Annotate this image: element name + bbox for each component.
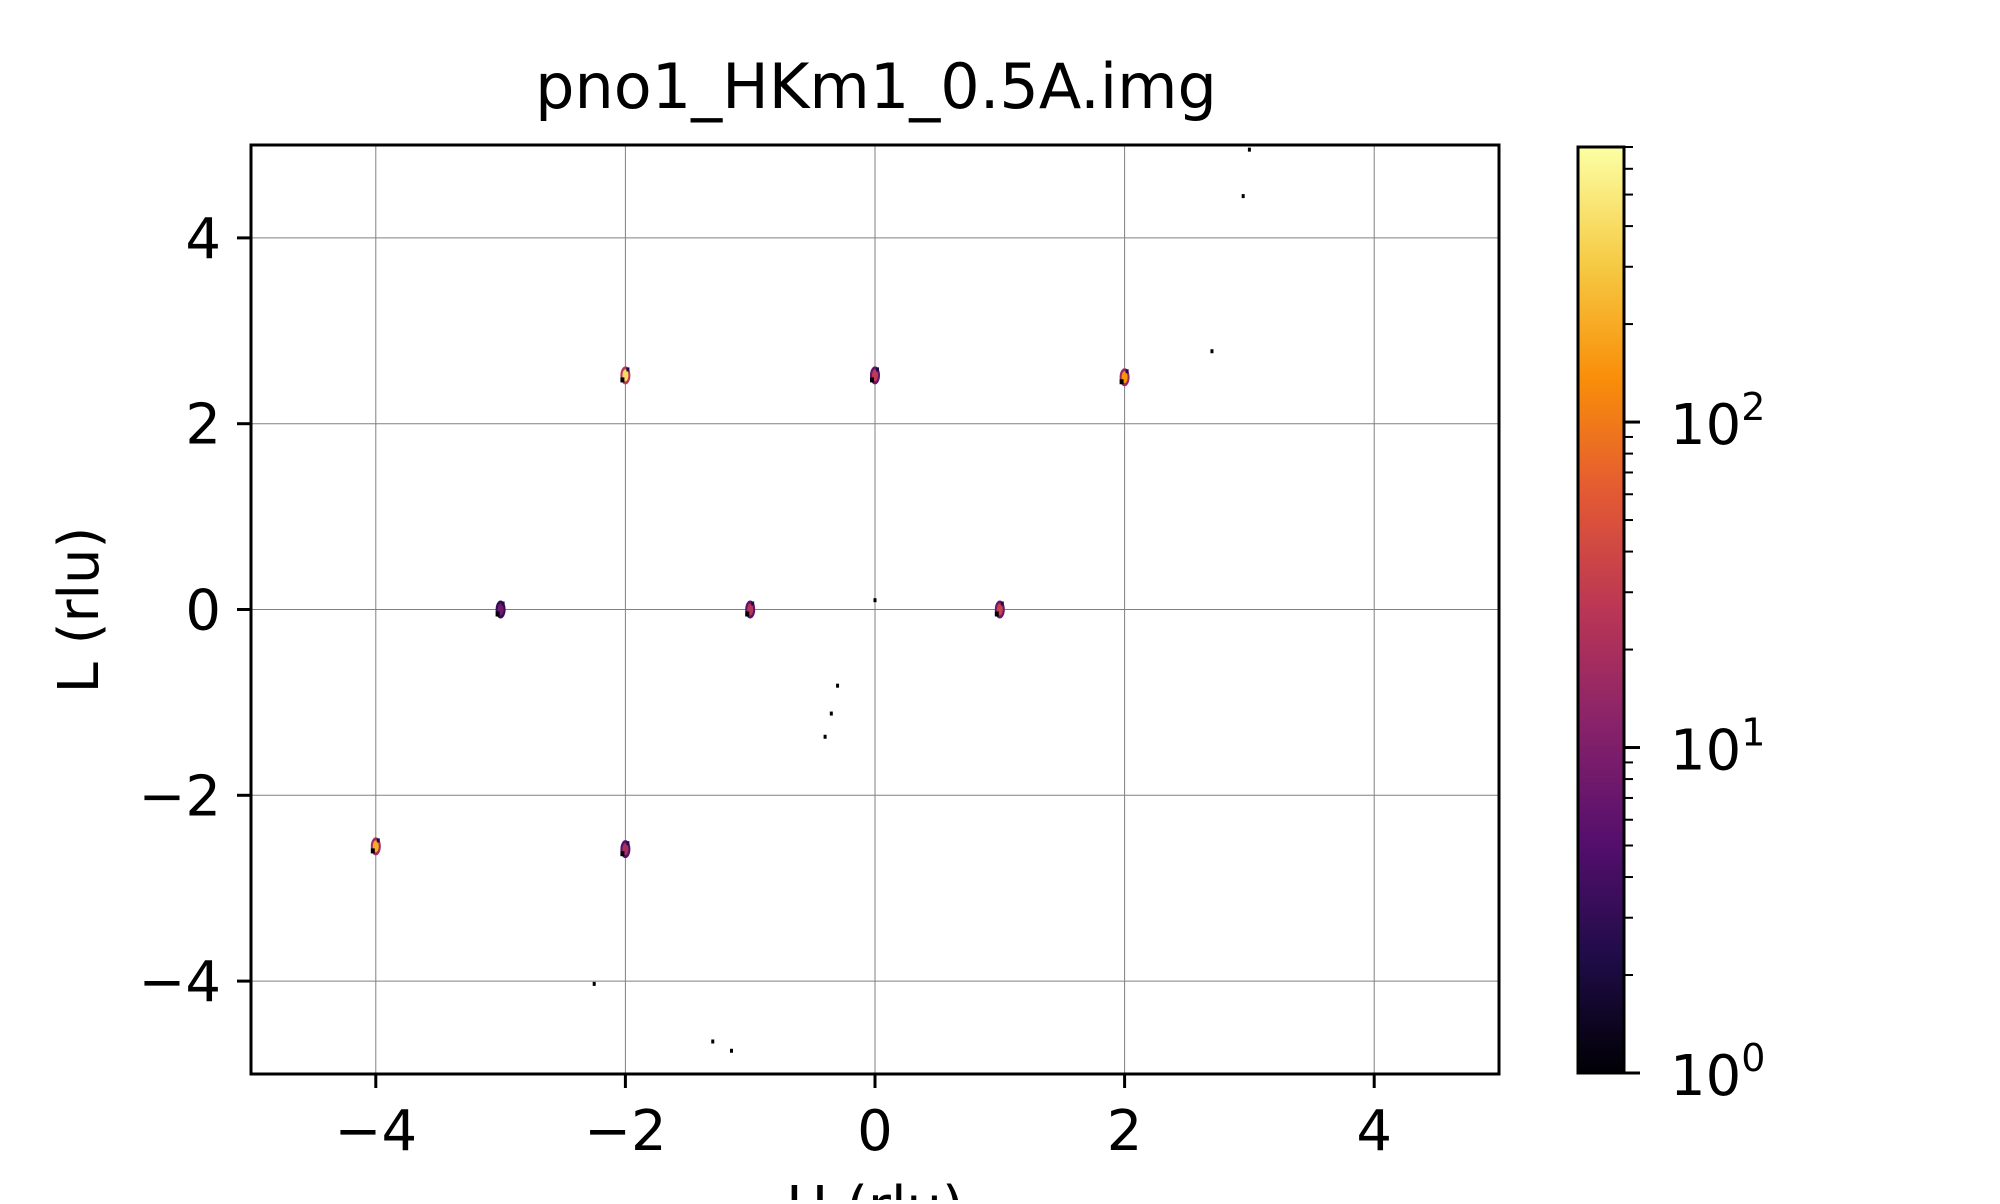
y-tick-label-2: 0 bbox=[185, 579, 221, 644]
y-tick-label-1: −2 bbox=[138, 764, 221, 829]
peak-11 bbox=[1210, 349, 1214, 354]
peak-9 bbox=[1247, 147, 1251, 152]
colorbar bbox=[1576, 145, 1626, 1075]
peak-10 bbox=[1241, 194, 1245, 199]
peak-2 bbox=[1119, 368, 1130, 387]
x-tick-label-4: 4 bbox=[1356, 1099, 1392, 1164]
x-axis-label: H (rlu) bbox=[786, 1175, 964, 1200]
colorbar-tick-label-1: 101 bbox=[1670, 711, 1765, 784]
peak-6 bbox=[994, 600, 1005, 619]
x-axis-ticks: −4 −2 0 2 4 bbox=[335, 1074, 1392, 1164]
y-tick-label-4: 4 bbox=[185, 207, 221, 272]
x-tick-label-3: 2 bbox=[1107, 1099, 1143, 1164]
peak-0 bbox=[620, 366, 631, 385]
peak-5 bbox=[873, 598, 877, 603]
peak-13 bbox=[829, 711, 833, 716]
peak-16 bbox=[711, 1039, 715, 1044]
data-points bbox=[370, 147, 1251, 1053]
peak-7 bbox=[370, 837, 381, 856]
peak-3 bbox=[495, 600, 506, 619]
colorbar-tick-label-0: 100 bbox=[1670, 1036, 1765, 1109]
peak-15 bbox=[592, 981, 596, 986]
peak-1 bbox=[870, 366, 880, 385]
x-tick-label-0: −4 bbox=[335, 1099, 418, 1164]
chart-title: pno1_HKm1_0.5A.img bbox=[535, 50, 1217, 123]
y-tick-label-0: −4 bbox=[138, 950, 221, 1015]
peak-12 bbox=[836, 683, 840, 688]
x-tick-label-2: 0 bbox=[857, 1099, 893, 1164]
x-tick-label-1: −2 bbox=[584, 1099, 667, 1164]
colorbar-tick-label-2: 102 bbox=[1670, 385, 1765, 458]
colorbar-ticks: 100 101 102 bbox=[1624, 146, 1765, 1109]
peak-17 bbox=[729, 1048, 733, 1053]
peak-14 bbox=[823, 734, 827, 739]
y-tick-label-3: 2 bbox=[185, 393, 221, 458]
peak-4 bbox=[745, 600, 756, 619]
y-axis-ticks: −4 −2 0 2 4 bbox=[138, 207, 251, 1015]
grid-lines bbox=[251, 145, 1499, 1074]
peak-8 bbox=[620, 840, 631, 859]
y-axis-label: L (rlu) bbox=[47, 527, 112, 694]
